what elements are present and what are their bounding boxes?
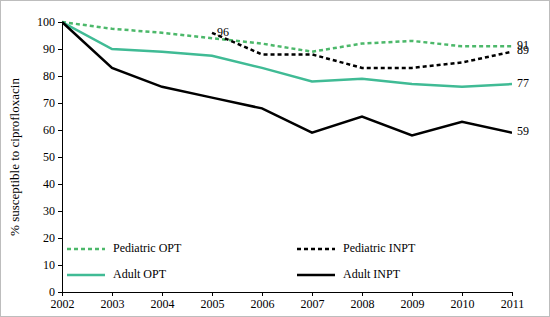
y-tick-mark	[58, 157, 62, 158]
y-axis-title: % susceptible to ciprofloxacin	[7, 78, 22, 236]
y-axis: 0 10 20 30 40 50 60 70 80 90 100	[37, 15, 63, 299]
x-tick-mark	[462, 292, 463, 296]
y-tick-label: 100	[37, 15, 55, 29]
y-tick: 80	[43, 69, 62, 83]
lines	[62, 22, 512, 135]
annotation: 89	[517, 43, 529, 57]
x-tick-label: 2004	[151, 297, 175, 311]
y-tick: 10	[43, 258, 62, 272]
x-tick-label: 2007	[301, 297, 325, 311]
legend-item: Adult INPT	[297, 267, 401, 281]
series-line	[62, 22, 512, 87]
y-tick-mark	[58, 130, 62, 131]
y-tick: 0	[49, 285, 62, 299]
x-axis: 2002200320042005200620072008200920102011	[51, 292, 525, 311]
legend-label: Pediatric INPT	[343, 241, 416, 255]
legend-item: Adult OPT	[67, 267, 167, 281]
legend-swatch	[67, 274, 105, 277]
y-tick-mark	[58, 49, 62, 50]
x-tick: 2009	[401, 292, 425, 311]
annotation: 96	[217, 25, 229, 39]
legend-label: Adult OPT	[113, 267, 167, 281]
x-tick-mark	[512, 292, 513, 296]
y-tick: 30	[43, 204, 62, 218]
y-tick: 60	[43, 123, 62, 137]
series-line	[62, 22, 512, 52]
y-tick: 70	[43, 96, 62, 110]
legend-label: Pediatric OPT	[113, 241, 182, 255]
x-tick-label: 2011	[501, 297, 525, 311]
x-tick-label: 2005	[201, 297, 225, 311]
x-tick-mark	[362, 292, 363, 296]
chart-border	[1, 1, 550, 317]
y-tick-mark	[58, 265, 62, 266]
y-axis-line	[58, 23, 63, 293]
plot: 2002200320042005200620072008200920102011…	[37, 15, 529, 310]
y-tick-mark	[58, 103, 62, 104]
y-tick-label: 70	[43, 96, 55, 110]
annotation: 59	[517, 124, 529, 138]
y-tick-mark	[58, 76, 62, 77]
x-tick-label: 2003	[101, 297, 125, 311]
legend-label: Adult INPT	[343, 267, 401, 281]
x-tick-label: 2006	[251, 297, 275, 311]
y-tick-mark	[58, 292, 62, 293]
chart: 2002200320042005200620072008200920102011…	[0, 0, 550, 317]
y-tick-label: 60	[43, 123, 55, 137]
legend-swatch	[297, 248, 335, 251]
legend-item: Pediatric INPT	[297, 241, 416, 255]
legend-swatch	[67, 248, 105, 251]
y-tick-label: 0	[49, 285, 55, 299]
legend-swatch	[297, 274, 335, 277]
x-tick-label: 2008	[351, 297, 375, 311]
y-tick-label: 80	[43, 69, 55, 83]
y-tick: 90	[43, 42, 62, 56]
y-tick: 40	[43, 177, 62, 191]
x-tick-label: 2010	[451, 297, 475, 311]
y-tick-label: 40	[43, 177, 55, 191]
annotations: 9691897759	[217, 25, 529, 139]
y-tick-mark	[58, 238, 62, 239]
x-tick-mark	[112, 292, 113, 296]
x-tick-mark	[212, 292, 213, 296]
legend-item: Pediatric OPT	[67, 241, 182, 255]
x-tick-mark	[312, 292, 313, 296]
series-line	[62, 22, 512, 135]
y-tick-label: 10	[43, 258, 55, 272]
x-tick: 2004	[151, 292, 175, 311]
y-tick-mark	[58, 22, 62, 23]
x-tick-label: 2009	[401, 297, 425, 311]
x-tick: 2008	[351, 292, 375, 311]
x-tick: 2007	[301, 292, 325, 311]
x-tick: 2003	[101, 292, 125, 311]
x-tick-mark	[412, 292, 413, 296]
x-tick: 2010	[451, 292, 475, 311]
annotation: 77	[517, 76, 529, 90]
x-tick-mark	[262, 292, 263, 296]
series-line	[212, 33, 512, 68]
x-tick: 2011	[501, 292, 525, 311]
x-tick: 2006	[251, 292, 275, 311]
y-tick: 100	[37, 15, 62, 29]
y-tick: 50	[43, 150, 62, 164]
y-tick-mark	[58, 184, 62, 185]
y-tick-label: 90	[43, 42, 55, 56]
y-tick-label: 20	[43, 231, 55, 245]
y-tick-label: 50	[43, 150, 55, 164]
x-tick-mark	[162, 292, 163, 296]
legend: Pediatric OPT Pediatric INPT Adult OPT Adul…	[67, 241, 416, 281]
x-axis-line	[63, 293, 513, 297]
y-tick: 20	[43, 231, 62, 245]
y-tick-label: 30	[43, 204, 55, 218]
y-tick-mark	[58, 211, 62, 212]
x-tick: 2005	[201, 292, 225, 311]
